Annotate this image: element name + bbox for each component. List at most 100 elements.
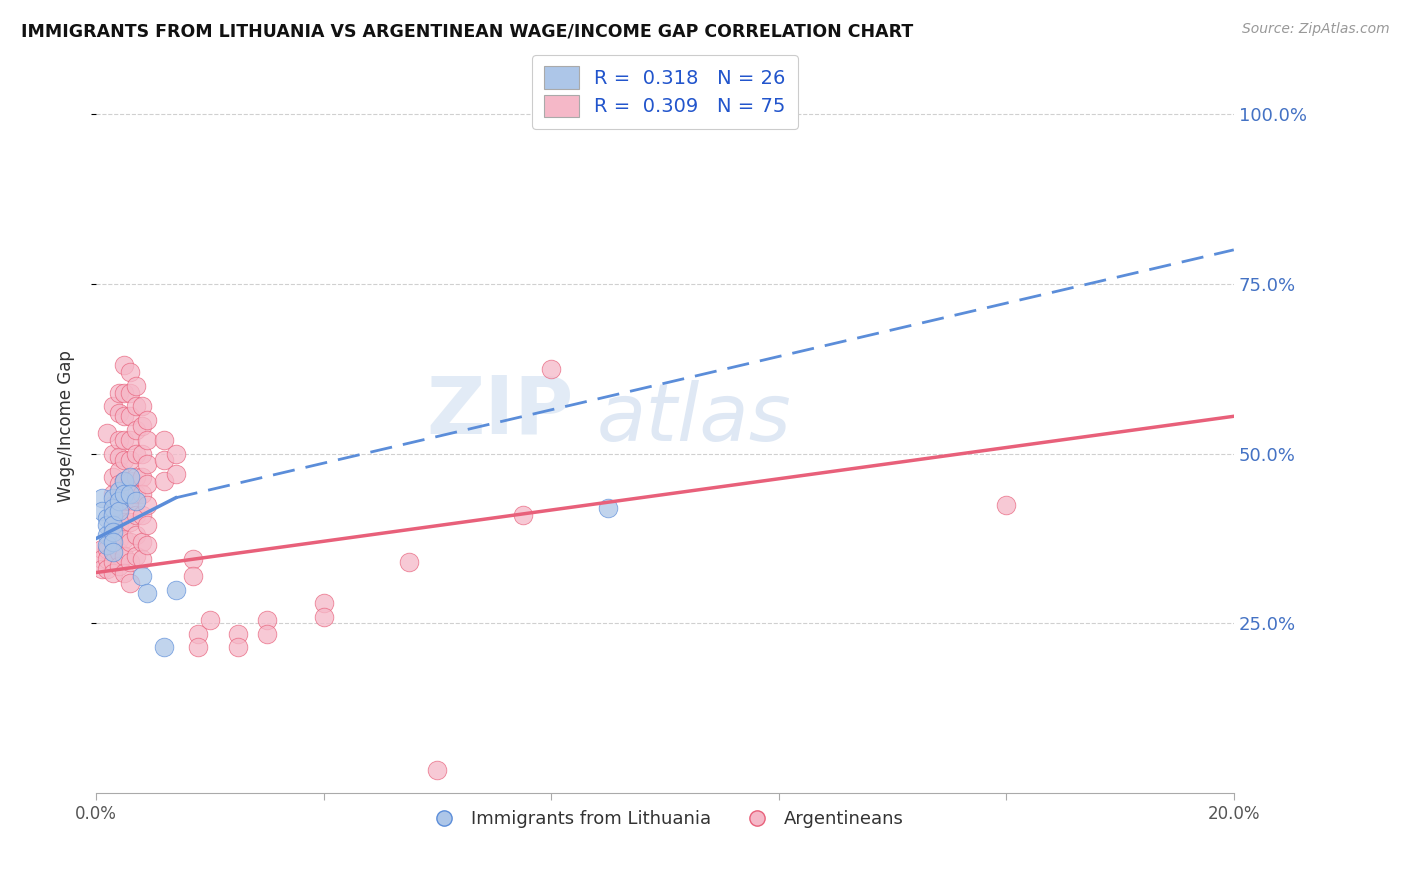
Point xyxy=(226,640,249,655)
Point xyxy=(136,518,159,533)
Point xyxy=(90,552,112,566)
Point xyxy=(131,508,153,522)
Point xyxy=(96,552,118,566)
Point xyxy=(114,549,136,563)
Point xyxy=(256,613,278,627)
Point xyxy=(165,582,187,597)
Point xyxy=(131,447,153,461)
Point xyxy=(96,538,118,552)
Point xyxy=(131,470,153,484)
Point xyxy=(107,518,129,533)
Point xyxy=(136,477,159,491)
Point xyxy=(107,477,129,491)
Point xyxy=(136,412,159,426)
Point xyxy=(136,498,159,512)
Point xyxy=(153,453,176,467)
Point xyxy=(101,491,124,505)
Point xyxy=(153,640,176,655)
Point xyxy=(256,626,278,640)
Point xyxy=(131,399,153,413)
Point xyxy=(131,552,153,566)
Point xyxy=(120,555,142,569)
Point xyxy=(226,626,249,640)
Point xyxy=(101,487,124,501)
Point xyxy=(153,474,176,488)
Point xyxy=(125,528,148,542)
Point xyxy=(120,365,142,379)
Point xyxy=(120,487,142,501)
Point xyxy=(101,508,124,522)
Point xyxy=(101,566,124,580)
Point xyxy=(125,378,148,392)
Point xyxy=(96,426,118,441)
Point xyxy=(125,399,148,413)
Point xyxy=(125,494,148,508)
Point xyxy=(125,508,148,522)
Point xyxy=(398,555,420,569)
Point xyxy=(107,385,129,400)
Y-axis label: Wage/Income Gap: Wage/Income Gap xyxy=(58,351,75,502)
Point xyxy=(90,504,112,518)
Text: ZIP: ZIP xyxy=(426,373,574,450)
Point xyxy=(120,470,142,484)
Point xyxy=(107,406,129,420)
Point xyxy=(101,521,124,535)
Point xyxy=(120,494,142,508)
Point xyxy=(114,359,136,373)
Point xyxy=(101,545,124,559)
Point xyxy=(114,474,136,488)
Point xyxy=(101,498,124,512)
Point xyxy=(90,491,112,505)
Point xyxy=(136,457,159,471)
Point xyxy=(107,545,129,559)
Point xyxy=(114,453,136,467)
Point xyxy=(101,501,124,516)
Point xyxy=(114,474,136,488)
Point xyxy=(101,470,124,484)
Point xyxy=(107,491,129,505)
Point xyxy=(153,433,176,447)
Point xyxy=(131,535,153,549)
Point xyxy=(107,558,129,573)
Point xyxy=(120,575,142,590)
Point xyxy=(101,399,124,413)
Point xyxy=(312,596,335,610)
Point xyxy=(312,609,335,624)
Point xyxy=(131,487,153,501)
Point xyxy=(136,433,159,447)
Point xyxy=(198,613,221,627)
Point xyxy=(114,532,136,546)
Point xyxy=(120,409,142,424)
Point xyxy=(512,508,534,522)
Point xyxy=(181,552,204,566)
Point xyxy=(131,569,153,583)
Point xyxy=(114,494,136,508)
Point xyxy=(131,419,153,434)
Point xyxy=(101,535,124,549)
Point xyxy=(107,464,129,478)
Point xyxy=(96,562,118,576)
Point xyxy=(107,504,129,518)
Point xyxy=(596,501,619,516)
Legend: Immigrants from Lithuania, Argentineans: Immigrants from Lithuania, Argentineans xyxy=(419,803,911,836)
Point xyxy=(540,361,562,376)
Point xyxy=(90,562,112,576)
Point xyxy=(96,541,118,556)
Point xyxy=(165,467,187,481)
Point xyxy=(107,450,129,464)
Point xyxy=(107,494,129,508)
Point xyxy=(125,423,148,437)
Point xyxy=(125,487,148,501)
Point xyxy=(101,532,124,546)
Point xyxy=(101,447,124,461)
Point xyxy=(101,545,124,559)
Point xyxy=(107,504,129,518)
Point xyxy=(114,433,136,447)
Point xyxy=(114,515,136,529)
Point xyxy=(120,385,142,400)
Point xyxy=(120,535,142,549)
Point xyxy=(187,626,209,640)
Point xyxy=(181,569,204,583)
Point xyxy=(107,433,129,447)
Point xyxy=(107,532,129,546)
